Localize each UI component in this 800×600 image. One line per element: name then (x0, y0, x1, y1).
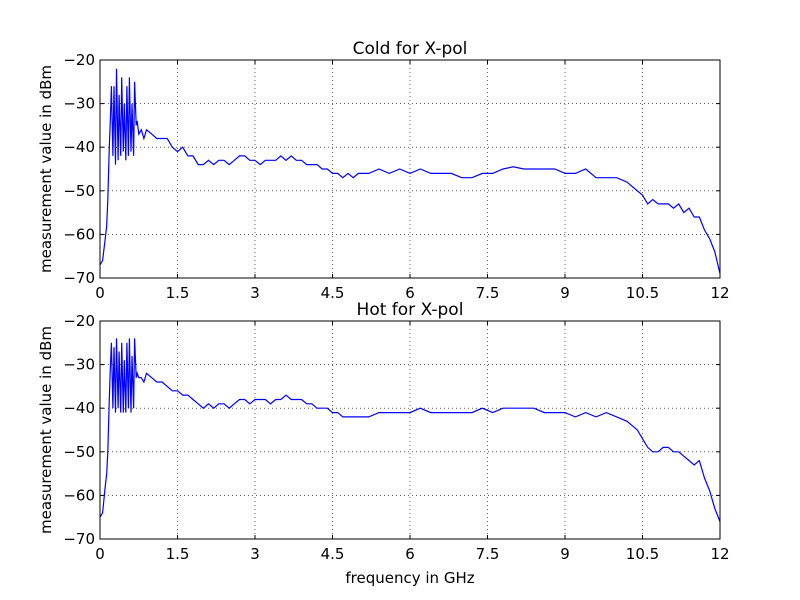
cold-ylabel: measurement value in dBm (37, 65, 55, 273)
hot-xtick-label: 1.5 (166, 545, 190, 563)
cold-ytick-label: −50 (63, 182, 95, 200)
hot-ytick-label: −60 (63, 486, 95, 504)
cold-xtick-label: 10.5 (626, 284, 659, 302)
hot-ytick-label: −70 (63, 530, 95, 548)
cold-ticks: 0 1.5 3 4.5 6 7.5 9 10.5 12 −20 −30 −40 −50 −60 −70 (63, 51, 729, 302)
hot-ticks: 0 1.5 3 4.5 6 7.5 9 10.5 12 −20 −30 −40 −50 −60 −70 (63, 312, 729, 563)
hot-xtick-label: 0 (95, 545, 105, 563)
cold-xtick-label: 9 (560, 284, 570, 302)
cold-ytick-label: −60 (63, 225, 95, 243)
cold-ytick-label: −40 (63, 138, 95, 156)
hot-series-line (99, 338, 721, 522)
cold-xtick-label: 3 (250, 284, 260, 302)
cold-ytick-label: −20 (63, 51, 95, 69)
hot-ylabel: measurement value in dBm (37, 326, 55, 534)
hot-ytick-label: −40 (63, 399, 95, 417)
x-axis-label: frequency in GHz (345, 569, 474, 587)
cold-xtick-label: 7.5 (476, 284, 500, 302)
hot-xtick-label: 7.5 (476, 545, 500, 563)
hot-title: Hot for X-pol (357, 300, 464, 320)
hot-ytick-label: −20 (63, 312, 95, 330)
hot-ytick-label: −50 (63, 443, 95, 461)
hot-xtick-label: 3 (250, 545, 260, 563)
hot-xtick-label: 12 (710, 545, 729, 563)
cold-xtick-label: 12 (710, 284, 729, 302)
cold-xtick-label: 1.5 (166, 284, 190, 302)
hot-subplot: 0 1.5 3 4.5 6 7.5 9 10.5 12 −20 −30 −40 −50 −60 −70 Ho… (37, 300, 730, 563)
hot-xtick-label: 6 (405, 545, 415, 563)
hot-xtick-label: 10.5 (626, 545, 659, 563)
cold-title: Cold for X-pol (353, 39, 468, 59)
cold-grid (100, 60, 720, 278)
hot-ytick-label: −30 (63, 356, 95, 374)
cold-series-line (99, 68, 721, 274)
hot-xtick-label: 9 (560, 545, 570, 563)
cold-subplot: 0 1.5 3 4.5 6 7.5 9 10.5 12 −20 −30 −40 −50 −60 −70 Co… (37, 39, 730, 302)
cold-xtick-label: 4.5 (321, 284, 345, 302)
cold-ytick-label: −70 (63, 269, 95, 287)
cold-ytick-label: −30 (63, 95, 95, 113)
hot-xtick-label: 4.5 (321, 545, 345, 563)
cold-xtick-label: 0 (95, 284, 105, 302)
hot-grid (100, 321, 720, 539)
cold-xtick-label: 6 (405, 284, 415, 302)
